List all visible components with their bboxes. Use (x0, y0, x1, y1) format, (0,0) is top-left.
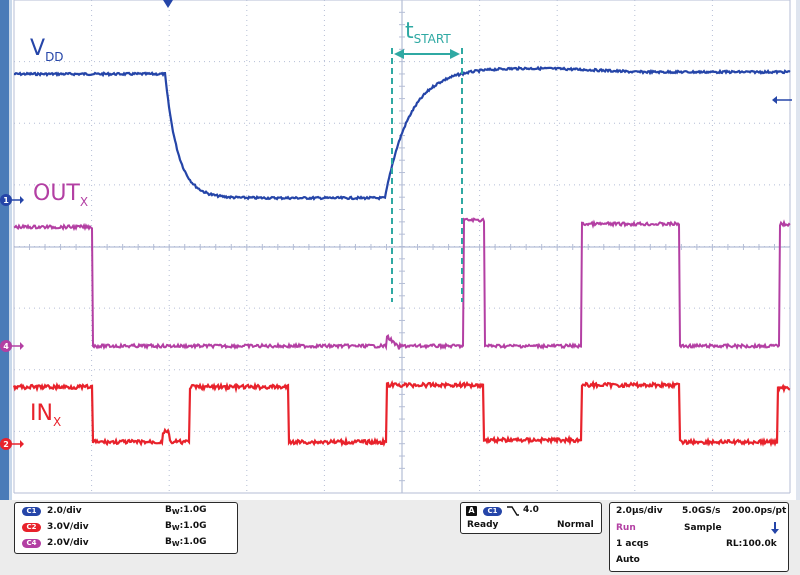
trigger-position-marker[interactable] (163, 0, 173, 8)
channel-bw-c4: BW:1.0G (165, 537, 207, 548)
trigger-mode: Auto (616, 555, 640, 565)
vdd-label: VDD (30, 36, 64, 64)
trigger-source-badge: C1 (483, 507, 502, 516)
in-waveform (12, 379, 791, 448)
resolution: 200.0ps/pt (732, 506, 787, 516)
channel-scale-c4: 2.0V/div (47, 538, 89, 548)
timebase: 2.0µs/div (616, 506, 663, 516)
svg-text:1: 1 (3, 196, 9, 205)
channel-settings-panel: C1 2.0/div BW:1.0G C2 3.0V/div BW:1.0G C… (14, 502, 238, 554)
trigger-type: Normal (557, 520, 594, 530)
ch1-ground-marker[interactable]: 1 (0, 194, 24, 206)
sample-rate: 5.0GS/s (682, 506, 721, 516)
trigger-level: 4.0 (523, 505, 539, 515)
record-length: RL:100.0k (726, 539, 777, 549)
trigger-level-marker[interactable] (772, 96, 792, 104)
tstart-label: tSTART (405, 19, 451, 46)
arrow-down-icon (771, 522, 779, 534)
vdd-waveform (13, 65, 791, 201)
acquisition-mode: Sample (684, 523, 722, 533)
run-state: Run (616, 523, 636, 533)
channel-scale-c2: 3.0V/div (47, 522, 89, 532)
trigger-mode-badge: A (466, 506, 477, 516)
falling-edge-icon (507, 506, 519, 516)
tstart-annotation: tSTART (391, 19, 463, 302)
acquisition-count: 1 acqs (616, 539, 649, 549)
channel-bw-c1: BW:1.0G (165, 505, 207, 516)
out-waveform (13, 217, 791, 351)
svg-text:4: 4 (3, 342, 9, 351)
channel-badge-c2[interactable]: C2 (22, 523, 41, 532)
svg-text:2: 2 (3, 440, 9, 449)
oscilloscope-display: tSTART VDD OUTX INX 1 4 2 (0, 0, 800, 500)
left-frame (0, 0, 9, 500)
status-bar: C1 2.0/div BW:1.0G C2 3.0V/div BW:1.0G C… (0, 500, 800, 575)
acquisition-panel[interactable]: 2.0µs/div 5.0GS/s 200.0ps/pt Run Sample … (609, 502, 789, 572)
ch2-ground-marker[interactable]: 2 (0, 438, 24, 450)
trigger-panel[interactable]: A C1 4.0 Ready Normal (460, 502, 602, 534)
channel-badge-c4[interactable]: C4 (22, 539, 41, 548)
channel-scale-c1: 2.0/div (47, 506, 82, 516)
channel-bw-c2: BW:1.0G (165, 521, 207, 532)
trigger-state: Ready (467, 520, 499, 530)
in-label: INX (30, 401, 61, 429)
out-label: OUTX (33, 181, 88, 209)
ch4-ground-marker[interactable]: 4 (0, 340, 24, 352)
channel-badge-c1[interactable]: C1 (22, 507, 41, 516)
right-frame (796, 0, 800, 500)
